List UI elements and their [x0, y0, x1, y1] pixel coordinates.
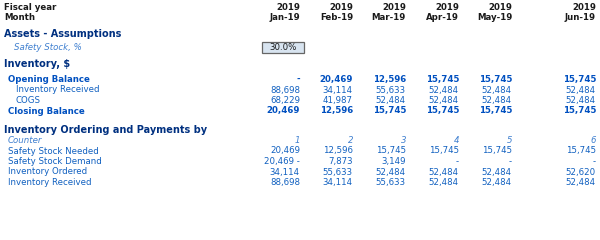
Text: 15,745: 15,745 [479, 107, 512, 115]
Text: 52,484: 52,484 [482, 168, 512, 176]
Text: -: - [509, 157, 512, 166]
Text: Safety Stock Demand: Safety Stock Demand [8, 157, 102, 166]
Text: Feb-19: Feb-19 [320, 13, 353, 22]
Text: 15,745: 15,745 [563, 75, 596, 84]
Text: 55,633: 55,633 [323, 168, 353, 176]
Text: 20,469: 20,469 [270, 146, 300, 156]
Text: 88,698: 88,698 [270, 178, 300, 187]
Text: 5: 5 [506, 136, 512, 145]
Text: Apr-19: Apr-19 [426, 13, 459, 22]
Text: 52,484: 52,484 [376, 96, 406, 105]
Text: 68,229: 68,229 [270, 96, 300, 105]
Text: 15,745: 15,745 [376, 146, 406, 156]
Text: Jan-19: Jan-19 [269, 13, 300, 22]
Text: -: - [593, 157, 596, 166]
Text: 15,745: 15,745 [425, 107, 459, 115]
Text: 52,484: 52,484 [566, 178, 596, 187]
Text: Inventory Ordering and Payments by: Inventory Ordering and Payments by [4, 125, 207, 135]
Text: 52,484: 52,484 [429, 178, 459, 187]
Text: Month: Month [4, 13, 35, 22]
Text: 52,484: 52,484 [429, 85, 459, 95]
Text: 15,745: 15,745 [425, 75, 459, 84]
Text: 7,873: 7,873 [328, 157, 353, 166]
Text: Safety Stock, %: Safety Stock, % [14, 43, 82, 52]
Text: 20,469 -: 20,469 - [264, 157, 300, 166]
FancyBboxPatch shape [262, 42, 304, 53]
Text: 52,484: 52,484 [482, 85, 512, 95]
Text: 52,484: 52,484 [566, 96, 596, 105]
Text: 2019: 2019 [382, 3, 406, 12]
Text: 15,745: 15,745 [566, 146, 596, 156]
Text: May-19: May-19 [477, 13, 512, 22]
Text: 15,745: 15,745 [563, 107, 596, 115]
Text: 15,745: 15,745 [373, 107, 406, 115]
Text: 55,633: 55,633 [376, 178, 406, 187]
Text: 6: 6 [590, 136, 596, 145]
Text: 20,469: 20,469 [266, 107, 300, 115]
Text: 2019: 2019 [276, 3, 300, 12]
Text: Safety Stock Needed: Safety Stock Needed [8, 146, 99, 156]
Text: 12,596: 12,596 [373, 75, 406, 84]
Text: Inventory Received: Inventory Received [16, 85, 100, 95]
Text: 2: 2 [347, 136, 353, 145]
Text: 55,633: 55,633 [376, 85, 406, 95]
Text: 52,484: 52,484 [566, 85, 596, 95]
Text: Inventory Ordered: Inventory Ordered [8, 168, 87, 176]
Text: Closing Balance: Closing Balance [8, 107, 85, 115]
Text: 3: 3 [401, 136, 406, 145]
Text: COGS: COGS [16, 96, 41, 105]
Text: 2019: 2019 [329, 3, 353, 12]
Text: 2019: 2019 [435, 3, 459, 12]
Text: 15,745: 15,745 [482, 146, 512, 156]
Text: 34,114: 34,114 [323, 85, 353, 95]
Text: -: - [296, 75, 300, 84]
Text: -: - [456, 157, 459, 166]
Text: Mar-19: Mar-19 [372, 13, 406, 22]
Text: Inventory, $: Inventory, $ [4, 59, 70, 69]
Text: 15,745: 15,745 [479, 75, 512, 84]
Text: Counter: Counter [8, 136, 43, 145]
Text: 20,469: 20,469 [320, 75, 353, 84]
Text: 1: 1 [295, 136, 300, 145]
Text: 2019: 2019 [572, 3, 596, 12]
Text: Opening Balance: Opening Balance [8, 75, 90, 84]
Text: 52,620: 52,620 [566, 168, 596, 176]
Text: 52,484: 52,484 [376, 168, 406, 176]
Text: 52,484: 52,484 [482, 96, 512, 105]
Text: 30.0%: 30.0% [269, 43, 296, 53]
Text: 52,484: 52,484 [429, 96, 459, 105]
Text: 15,745: 15,745 [429, 146, 459, 156]
Text: 34,114: 34,114 [323, 178, 353, 187]
Text: 41,987: 41,987 [323, 96, 353, 105]
Text: 2019: 2019 [488, 3, 512, 12]
Text: 4: 4 [454, 136, 459, 145]
Text: 88,698: 88,698 [270, 85, 300, 95]
Text: Assets - Assumptions: Assets - Assumptions [4, 29, 121, 39]
Text: 3,149: 3,149 [382, 157, 406, 166]
Text: 34,114: 34,114 [270, 168, 300, 176]
Text: Jun-19: Jun-19 [565, 13, 596, 22]
Text: 12,596: 12,596 [323, 146, 353, 156]
Text: 52,484: 52,484 [482, 178, 512, 187]
Text: 52,484: 52,484 [429, 168, 459, 176]
Text: Fiscal year: Fiscal year [4, 3, 56, 12]
Text: Inventory Received: Inventory Received [8, 178, 91, 187]
Text: 12,596: 12,596 [320, 107, 353, 115]
